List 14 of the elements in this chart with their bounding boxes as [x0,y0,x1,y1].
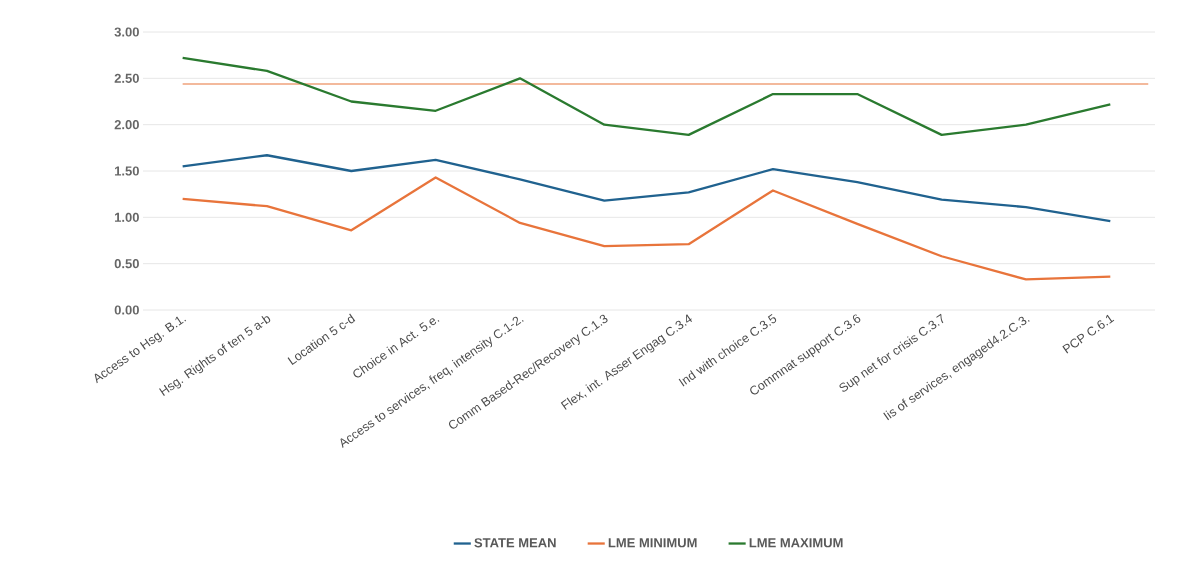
legend-label: LME MAXIMUM [749,538,843,548]
line-series [181,176,1112,281]
y-tick-label: 2.50 [114,73,139,83]
y-tick-label: 1.00 [114,212,139,222]
legend-label: STATE MEAN [474,538,556,548]
y-tick-label: 0.50 [114,259,139,269]
y-tick-label: 2.00 [114,120,139,130]
y-tick-label: 0.00 [114,305,139,315]
y-tick-label: 1.50 [114,166,139,176]
legend-label: LME MINIMUM [608,538,697,548]
line-series [181,56,1112,137]
line-series [181,154,1112,223]
x-tick-label: PCP C.6.1 [1062,314,1115,354]
y-tick-label: 3.00 [114,27,139,37]
